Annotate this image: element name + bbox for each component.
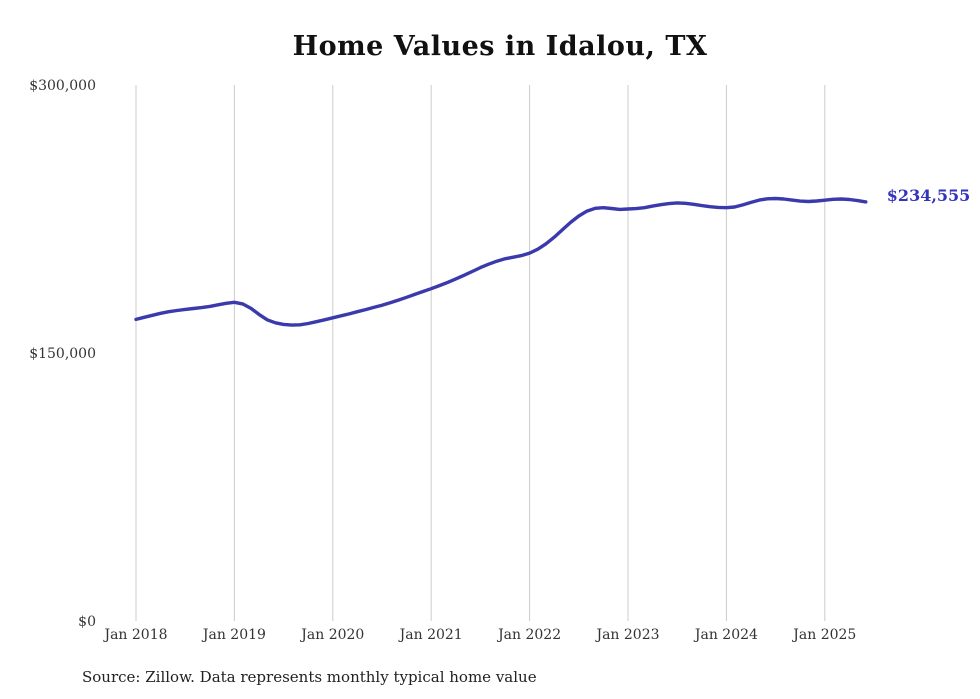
x-tick-label: Jan 2021: [398, 627, 463, 643]
x-tick-label: Jan 2019: [201, 627, 266, 643]
x-tick-label: Jan 2020: [299, 627, 364, 643]
y-tick-label: $0: [78, 614, 96, 630]
y-tick-label: $300,000: [29, 78, 96, 94]
x-tick-label: Jan 2025: [791, 627, 856, 643]
chart-title: Home Values in Idalou, TX: [292, 31, 708, 62]
latest-value-label: $234,555: [886, 185, 971, 205]
y-tick-label: $150,000: [29, 346, 96, 362]
x-tick-label: Jan 2023: [594, 627, 659, 643]
home-value-line: [134, 196, 868, 327]
source-note: Source: Zillow. Data represents monthly …: [82, 668, 537, 686]
x-tick-label: Jan 2022: [496, 627, 561, 643]
x-tick-label: Jan 2024: [693, 627, 758, 643]
x-tick-label: Jan 2018: [102, 627, 167, 643]
